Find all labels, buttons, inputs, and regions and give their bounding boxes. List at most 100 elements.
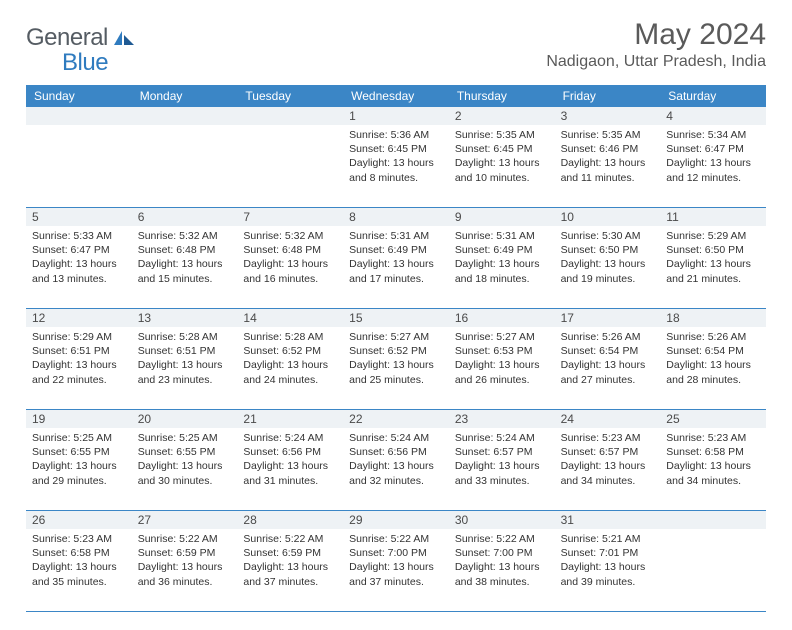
day-number: 9 bbox=[449, 208, 555, 226]
sunset-text: Sunset: 6:57 PM bbox=[561, 445, 655, 459]
day-cell: Sunrise: 5:31 AMSunset: 6:49 PMDaylight:… bbox=[343, 226, 449, 308]
sunset-text: Sunset: 6:51 PM bbox=[32, 344, 126, 358]
week-row: Sunrise: 5:33 AMSunset: 6:47 PMDaylight:… bbox=[26, 226, 766, 309]
daylight2-text: and 25 minutes. bbox=[349, 373, 443, 387]
sunset-text: Sunset: 7:01 PM bbox=[561, 546, 655, 560]
day-cell: Sunrise: 5:35 AMSunset: 6:45 PMDaylight:… bbox=[449, 125, 555, 207]
daylight1-text: Daylight: 13 hours bbox=[455, 257, 549, 271]
daylight1-text: Daylight: 13 hours bbox=[138, 257, 232, 271]
daynum-row: 12131415161718 bbox=[26, 309, 766, 327]
title-area: May 2024 Nadigaon, Uttar Pradesh, India bbox=[546, 18, 766, 71]
sunset-text: Sunset: 7:00 PM bbox=[349, 546, 443, 560]
day-number: 14 bbox=[237, 309, 343, 327]
sunset-text: Sunset: 6:52 PM bbox=[243, 344, 337, 358]
week-row: Sunrise: 5:25 AMSunset: 6:55 PMDaylight:… bbox=[26, 428, 766, 511]
sunset-text: Sunset: 6:47 PM bbox=[666, 142, 760, 156]
daylight2-text: and 18 minutes. bbox=[455, 272, 549, 286]
day-number: 30 bbox=[449, 511, 555, 529]
sunset-text: Sunset: 6:56 PM bbox=[349, 445, 443, 459]
sunset-text: Sunset: 6:53 PM bbox=[455, 344, 549, 358]
day-number: 5 bbox=[26, 208, 132, 226]
sunset-text: Sunset: 6:58 PM bbox=[666, 445, 760, 459]
sunrise-text: Sunrise: 5:28 AM bbox=[243, 330, 337, 344]
daylight2-text: and 30 minutes. bbox=[138, 474, 232, 488]
daylight1-text: Daylight: 13 hours bbox=[561, 257, 655, 271]
sunrise-text: Sunrise: 5:22 AM bbox=[243, 532, 337, 546]
day-cell: Sunrise: 5:24 AMSunset: 6:56 PMDaylight:… bbox=[343, 428, 449, 510]
daylight1-text: Daylight: 13 hours bbox=[666, 459, 760, 473]
sunset-text: Sunset: 7:00 PM bbox=[455, 546, 549, 560]
day-cell: Sunrise: 5:31 AMSunset: 6:49 PMDaylight:… bbox=[449, 226, 555, 308]
day-number bbox=[237, 107, 343, 125]
day-cell: Sunrise: 5:35 AMSunset: 6:46 PMDaylight:… bbox=[555, 125, 661, 207]
daylight1-text: Daylight: 13 hours bbox=[666, 156, 760, 170]
day-number bbox=[660, 511, 766, 529]
daylight1-text: Daylight: 13 hours bbox=[455, 156, 549, 170]
day-number: 16 bbox=[449, 309, 555, 327]
day-number: 27 bbox=[132, 511, 238, 529]
sunset-text: Sunset: 6:52 PM bbox=[349, 344, 443, 358]
day-cell: Sunrise: 5:29 AMSunset: 6:51 PMDaylight:… bbox=[26, 327, 132, 409]
week-row: Sunrise: 5:29 AMSunset: 6:51 PM Daylight:… bbox=[26, 327, 766, 410]
sunrise-text: Sunrise: 5:31 AM bbox=[349, 229, 443, 243]
day-number bbox=[26, 107, 132, 125]
daylight1-text: Daylight: 13 hours bbox=[243, 257, 337, 271]
sunrise-text: Sunrise: 5:29 AM bbox=[32, 330, 126, 344]
sunrise-text: Sunrise: 5:29 AM bbox=[666, 229, 760, 243]
daylight2-text: and 32 minutes. bbox=[349, 474, 443, 488]
sunrise-text: Sunrise: 5:25 AM bbox=[32, 431, 126, 445]
daylight1-text: Daylight: 13 hours bbox=[32, 459, 126, 473]
daylight1-text: Daylight: 13 hours bbox=[455, 358, 549, 372]
day-number: 11 bbox=[660, 208, 766, 226]
day-cell: Sunrise: 5:25 AMSunset: 6:55 PMDaylight:… bbox=[26, 428, 132, 510]
daylight2-text: and 16 minutes. bbox=[243, 272, 337, 286]
daylight2-text: and 11 minutes. bbox=[561, 171, 655, 185]
sunset-text: Sunset: 6:48 PM bbox=[138, 243, 232, 257]
sunrise-text: Sunrise: 5:28 AM bbox=[138, 330, 232, 344]
sunset-text: Sunset: 6:54 PM bbox=[666, 344, 760, 358]
sunset-text: Sunset: 6:59 PM bbox=[138, 546, 232, 560]
sunrise-text: Sunrise: 5:34 AM bbox=[666, 128, 760, 142]
day-number: 7 bbox=[237, 208, 343, 226]
location-text: Nadigaon, Uttar Pradesh, India bbox=[546, 53, 766, 71]
sunrise-text: Sunrise: 5:33 AM bbox=[32, 229, 126, 243]
sunset-text: Sunset: 6:49 PM bbox=[349, 243, 443, 257]
daynum-row: 1234 bbox=[26, 107, 766, 125]
daylight2-text: and 33 minutes. bbox=[455, 474, 549, 488]
sunrise-text: Sunrise: 5:24 AM bbox=[243, 431, 337, 445]
day-number: 18 bbox=[660, 309, 766, 327]
logo-text-blue: Blue bbox=[62, 49, 108, 76]
sunrise-text: Sunrise: 5:31 AM bbox=[455, 229, 549, 243]
daylight1-text: Daylight: 13 hours bbox=[349, 156, 443, 170]
daylight2-text: and 23 minutes. bbox=[138, 373, 232, 387]
daylight2-text: and 38 minutes. bbox=[455, 575, 549, 589]
logo-text-general: General bbox=[26, 24, 108, 52]
day-cell: Sunrise: 5:26 AMSunset: 6:54 PMDaylight:… bbox=[555, 327, 661, 409]
sunrise-text: Sunrise: 5:26 AM bbox=[561, 330, 655, 344]
daylight2-text: and 15 minutes. bbox=[138, 272, 232, 286]
daylight1-text: Daylight: 13 hours bbox=[138, 358, 232, 372]
daylight2-text: and 29 minutes. bbox=[32, 474, 126, 488]
sunset-text: Sunset: 6:59 PM bbox=[243, 546, 337, 560]
day-cell: Sunrise: 5:28 AMSunset: 6:52 PMDaylight:… bbox=[237, 327, 343, 409]
sunset-text: Sunset: 6:54 PM bbox=[561, 344, 655, 358]
sunrise-text: Sunrise: 5:21 AM bbox=[561, 532, 655, 546]
sunrise-text: Sunrise: 5:24 AM bbox=[455, 431, 549, 445]
day-number: 23 bbox=[449, 410, 555, 428]
sunrise-text: Sunrise: 5:24 AM bbox=[349, 431, 443, 445]
sunset-text: Sunset: 6:50 PM bbox=[666, 243, 760, 257]
sunrise-text: Sunrise: 5:32 AM bbox=[138, 229, 232, 243]
day-number: 8 bbox=[343, 208, 449, 226]
daylight2-text: and 35 minutes. bbox=[32, 575, 126, 589]
day-cell: Sunrise: 5:22 AMSunset: 7:00 PMDaylight:… bbox=[449, 529, 555, 611]
daylight2-text: and 10 minutes. bbox=[455, 171, 549, 185]
month-title: May 2024 bbox=[546, 18, 766, 51]
day-cell: Sunrise: 5:25 AMSunset: 6:55 PMDaylight:… bbox=[132, 428, 238, 510]
day-number: 6 bbox=[132, 208, 238, 226]
daylight2-text: and 36 minutes. bbox=[138, 575, 232, 589]
calendar-grid: Sunday Monday Tuesday Wednesday Thursday… bbox=[26, 85, 766, 612]
day-cell: Sunrise: 5:27 AMSunset: 6:52 PMDaylight:… bbox=[343, 327, 449, 409]
day-cell: Sunrise: 5:24 AMSunset: 6:57 PMDaylight:… bbox=[449, 428, 555, 510]
weekday-header: Tuesday bbox=[237, 85, 343, 107]
day-number: 4 bbox=[660, 107, 766, 125]
